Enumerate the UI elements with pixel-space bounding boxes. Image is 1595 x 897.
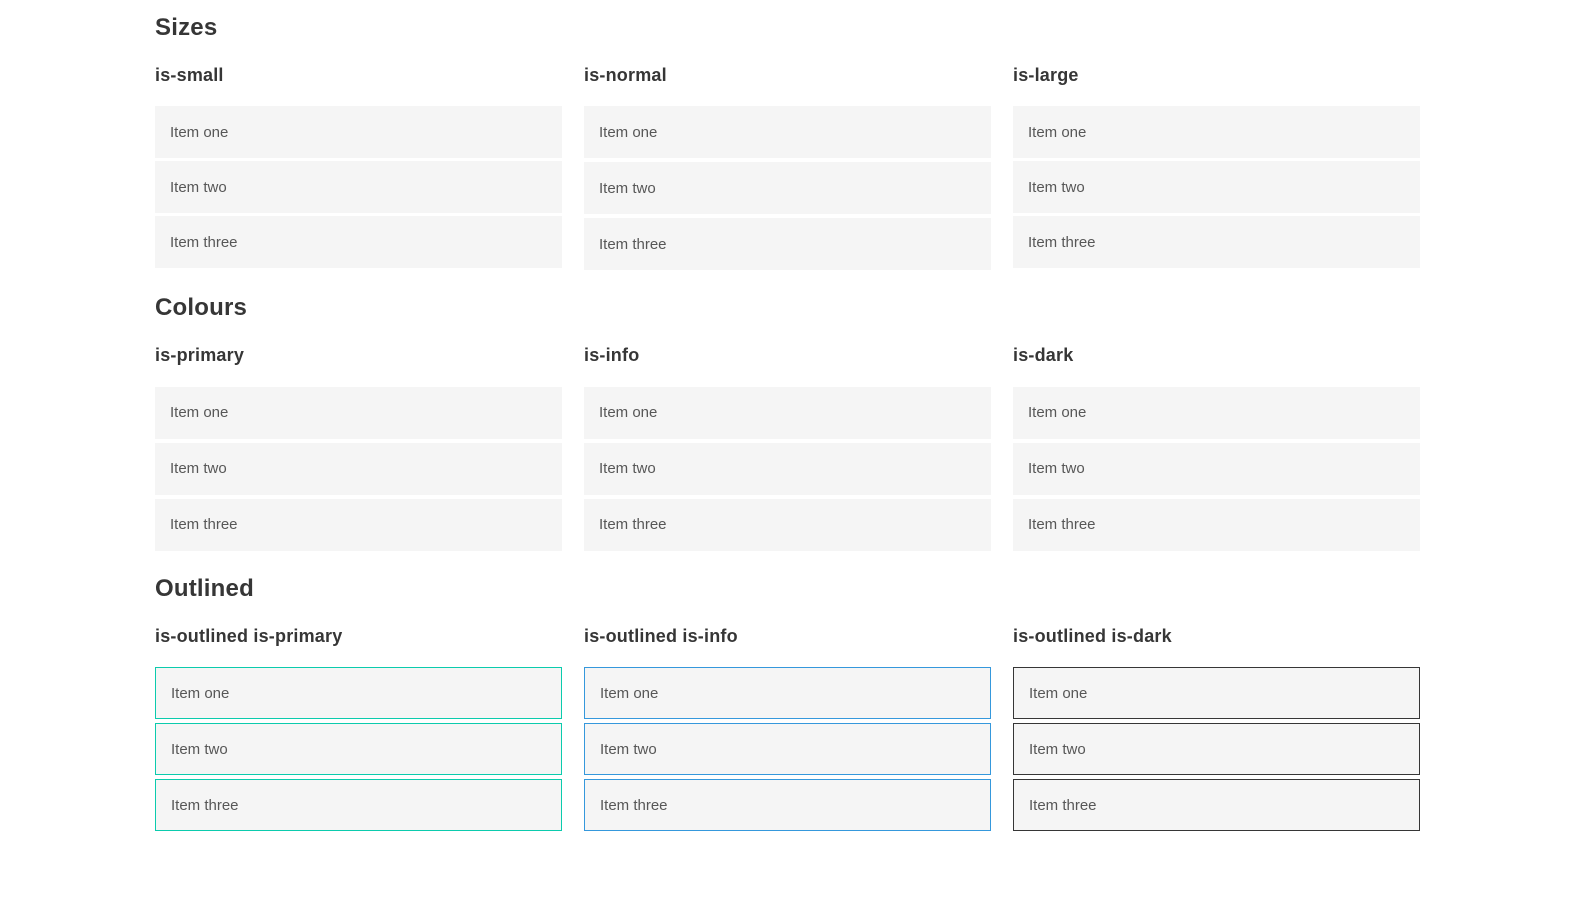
group-is-dark: is-dark Item one Item two Item three [1013,345,1420,551]
section-title-sizes: Sizes [155,14,218,41]
section-sizes: Sizes is-small Item one Item two Item th… [155,14,1420,271]
group-label: is-outlined is-primary [155,625,343,646]
list-is-large: Item one Item two Item three [1013,106,1420,269]
list-item[interactable]: Item one [584,386,991,439]
list-item[interactable]: Item three [155,216,562,269]
list-item[interactable]: Item one [1013,386,1420,439]
list-item[interactable]: Item two [1013,161,1420,214]
list-item[interactable]: Item three [584,779,991,832]
list-is-outlined-is-primary: Item one Item two Item three [155,667,562,832]
list-item[interactable]: Item three [155,779,562,832]
group-is-small: is-small Item one Item two Item three [155,65,562,271]
colours-columns: is-primary Item one Item two Item three … [155,345,1420,551]
list-item[interactable]: Item one [584,106,991,159]
list-is-small: Item one Item two Item three [155,106,562,269]
list-is-outlined-is-dark: Item one Item two Item three [1013,667,1420,832]
group-is-normal: is-normal Item one Item two Item three [584,65,991,271]
list-item[interactable]: Item two [584,442,991,495]
list-item[interactable]: Item one [155,386,562,439]
sizes-columns: is-small Item one Item two Item three is… [155,65,1420,271]
list-item[interactable]: Item one [155,667,562,720]
section-outlined: Outlined is-outlined is-primary Item one… [155,574,1420,832]
list-is-primary: Item one Item two Item three [155,386,562,551]
group-is-info: is-info Item one Item two Item three [584,345,991,551]
list-item[interactable]: Item two [155,442,562,495]
list-is-normal: Item one Item two Item three [584,106,991,271]
group-label: is-outlined is-dark [1013,625,1172,646]
group-is-outlined-is-primary: is-outlined is-primary Item one Item two… [155,626,562,832]
group-is-outlined-is-dark: is-outlined is-dark Item one Item two It… [1013,626,1420,832]
list-item[interactable]: Item two [155,723,562,776]
list-is-dark: Item one Item two Item three [1013,386,1420,551]
list-is-outlined-is-info: Item one Item two Item three [584,667,991,832]
list-item[interactable]: Item three [1013,216,1420,269]
list-item[interactable]: Item three [155,498,562,551]
list-item[interactable]: Item three [584,218,991,271]
list-item[interactable]: Item two [584,723,991,776]
list-item[interactable]: Item three [1013,498,1420,551]
list-item[interactable]: Item three [1013,779,1420,832]
group-label: is-small [155,64,224,85]
list-item[interactable]: Item one [584,667,991,720]
group-label: is-primary [155,345,245,366]
section-colours: Colours is-primary Item one Item two Ite… [155,294,1420,551]
list-component-demo-page: Sizes is-small Item one Item two Item th… [155,14,1420,832]
list-is-info: Item one Item two Item three [584,386,991,551]
section-title-outlined: Outlined [155,574,254,602]
group-is-large: is-large Item one Item two Item three [1013,65,1420,271]
outlined-columns: is-outlined is-primary Item one Item two… [155,626,1420,832]
list-item[interactable]: Item two [584,162,991,215]
group-label: is-dark [1013,345,1074,366]
group-is-primary: is-primary Item one Item two Item three [155,345,562,551]
list-item[interactable]: Item one [155,106,562,159]
list-item[interactable]: Item two [1013,442,1420,495]
group-label: is-large [1013,64,1079,85]
group-label: is-outlined is-info [584,625,738,646]
group-is-outlined-is-info: is-outlined is-info Item one Item two It… [584,626,991,832]
list-item[interactable]: Item one [1013,667,1420,720]
list-item[interactable]: Item one [1013,106,1420,159]
list-item[interactable]: Item three [584,498,991,551]
list-item[interactable]: Item two [1013,723,1420,776]
group-label: is-info [584,345,640,366]
list-item[interactable]: Item two [155,161,562,214]
group-label: is-normal [584,64,667,85]
section-title-colours: Colours [155,294,248,322]
